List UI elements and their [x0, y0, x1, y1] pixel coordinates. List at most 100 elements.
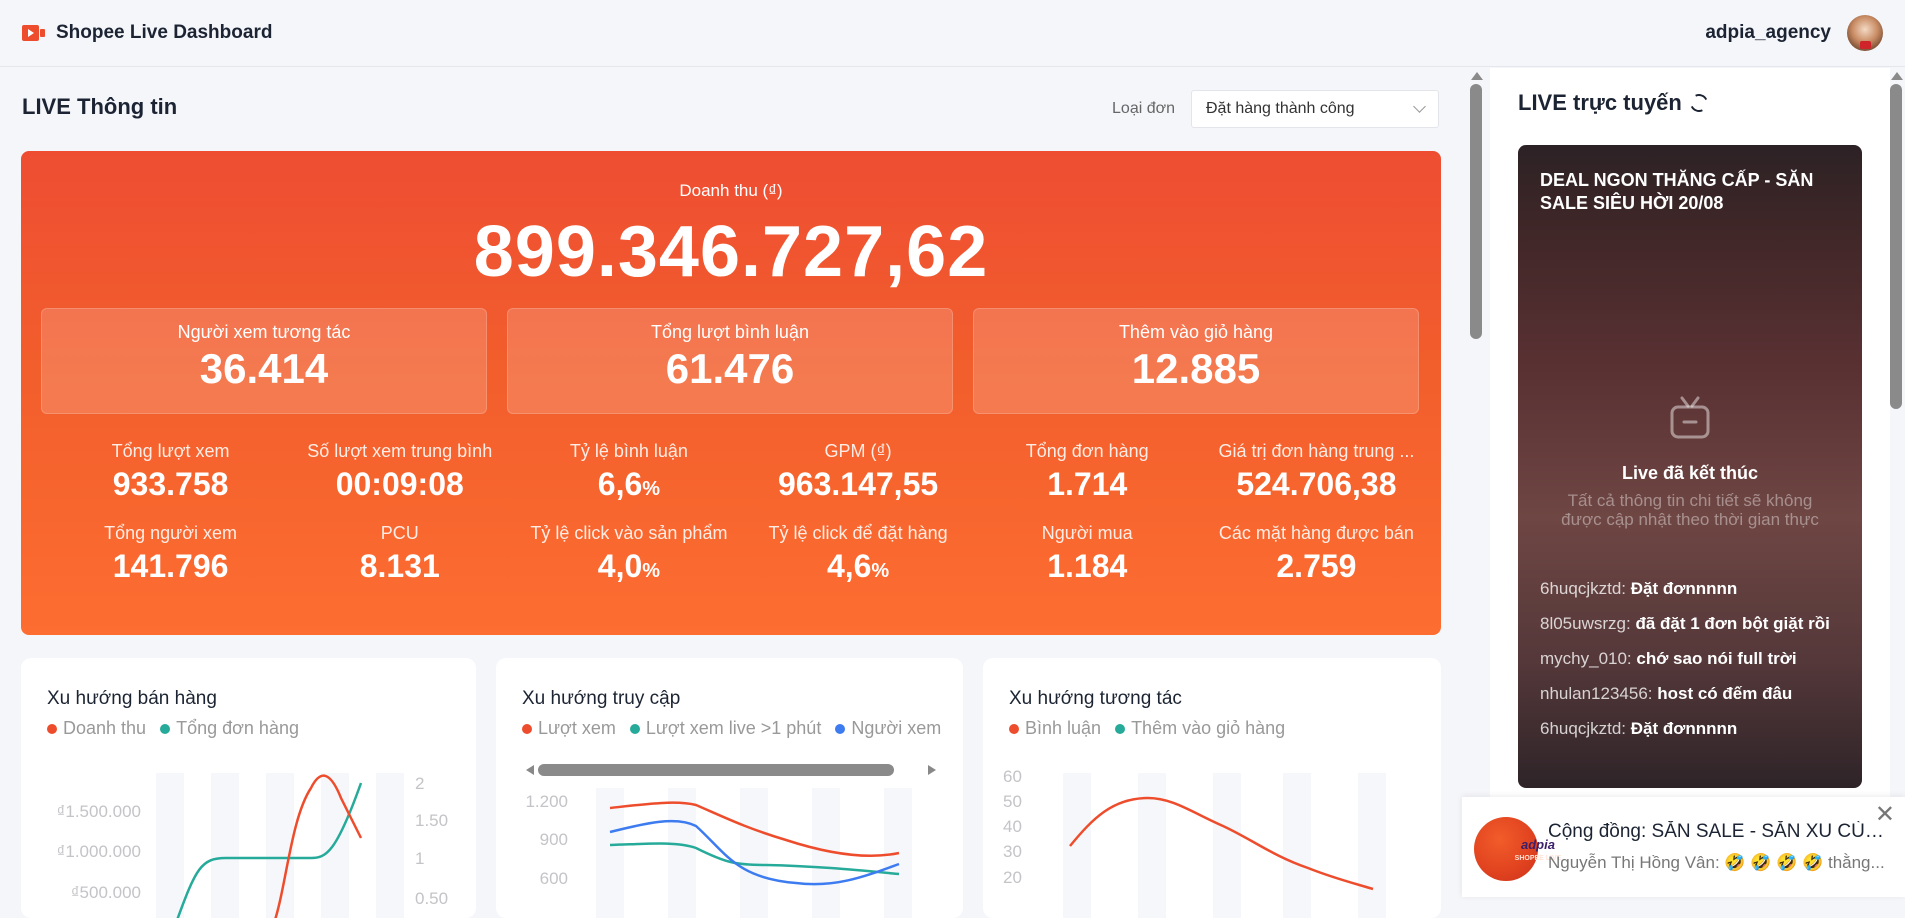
- chart-zoom-slider[interactable]: [526, 764, 936, 776]
- live-headline: DEAL NGON THĂNG CẤP - SĂN SALE SIÊU HỜI …: [1540, 170, 1814, 213]
- slider-thumb: [538, 764, 894, 776]
- traffic-trend-chart[interactable]: 1.200 900 600: [496, 658, 963, 918]
- stat-value: 933.758: [112, 466, 229, 502]
- stat-label: Tỷ lệ click vào sản phẩm: [530, 523, 728, 543]
- legend-item-viewers[interactable]: Người xem: [835, 718, 941, 739]
- avatar[interactable]: [1847, 15, 1883, 51]
- comment-feed: 6huqcjkztd: Đặt đơnnnnn 8l05uwsrzg: đã đ…: [1540, 578, 1845, 753]
- svg-text:1.200: 1.200: [525, 792, 568, 811]
- stat-value: 1.714: [1047, 466, 1128, 502]
- svg-text:50: 50: [1003, 792, 1022, 811]
- stat-item: Tổng lượt xem 933.758: [56, 441, 285, 503]
- scroll-up-arrow-icon[interactable]: [1891, 72, 1903, 80]
- legend-dot-icon: [47, 723, 57, 734]
- stat-item: Tỷ lệ click vào sản phẩm 4,0%: [514, 523, 743, 585]
- refresh-icon[interactable]: [1687, 91, 1711, 115]
- order-type-filter: Loại đơn Đặt hàng thành công: [1112, 90, 1439, 128]
- revenue-label: Doanh thu (₫): [679, 181, 783, 200]
- legend-item-views-1min[interactable]: Lượt xem live >1 phút: [629, 718, 821, 739]
- live-ended-title: Live đã kết thúc: [1621, 463, 1759, 483]
- svg-text:40: 40: [1003, 817, 1022, 836]
- chart-legend: Doanh thu Tổng đơn hàng: [47, 718, 299, 739]
- page-title: LIVE Thông tin: [22, 94, 178, 119]
- kpi-card: Thêm vào giỏ hàng 12.885: [973, 308, 1419, 414]
- chart-title: Xu hướng truy cập: [522, 688, 681, 709]
- legend-item-orders[interactable]: Tổng đơn hàng: [160, 718, 299, 739]
- notification-toast[interactable]: adpia SHOPEE LIVE Cộng đồng: SĂN SALE - …: [1462, 797, 1905, 897]
- close-icon[interactable]: ✕: [1874, 801, 1895, 828]
- stat-item: GPM (₫) 963.147,55: [744, 441, 973, 503]
- slider-right-arrow-icon: [928, 765, 936, 775]
- select-value: Đặt hàng thành công: [1206, 100, 1355, 117]
- legend-item-views[interactable]: Lượt xem: [522, 718, 616, 739]
- brand[interactable]: Shopee Live Dashboard: [22, 22, 272, 44]
- legend-dot-icon: [629, 723, 640, 734]
- top-bar: Shopee Live Dashboard adpia_agency: [0, 0, 1905, 67]
- engagement-trend-chart[interactable]: 60 50 40 30 20: [983, 658, 1441, 918]
- stat-item: Tổng đơn hàng 1.714: [973, 441, 1202, 503]
- stat-label: PCU: [380, 523, 419, 543]
- scrollbar-thumb[interactable]: [1470, 84, 1482, 339]
- svg-text:60: 60: [1003, 767, 1022, 786]
- sidebar-scrollbar[interactable]: [1890, 72, 1904, 412]
- sales-trend-card: Xu hướng bán hàng Doanh thu Tổng đơn hàn…: [21, 658, 476, 918]
- main-scrollbar[interactable]: [1470, 72, 1484, 897]
- user-menu[interactable]: adpia_agency: [1705, 15, 1883, 51]
- stat-label: Tổng đơn hàng: [1025, 441, 1149, 461]
- svg-text:600: 600: [540, 869, 568, 888]
- legend-dot-icon: [522, 723, 532, 734]
- kpi-row: Người xem tương tác 36.414 Tổng lượt bìn…: [41, 308, 1419, 414]
- chart-title: Xu hướng tương tác: [1009, 688, 1182, 709]
- stat-value: 4,0%: [597, 548, 661, 584]
- stat-item: PCU 8.131: [285, 523, 514, 585]
- stat-item: Các mặt hàng được bán 2.759: [1202, 523, 1431, 585]
- live-ended-description: Tất cả thông tin chi tiết sẽ không được …: [1561, 491, 1819, 529]
- revenue-value: 899.346.727,62: [473, 212, 989, 292]
- legend-dot-icon: [160, 723, 171, 734]
- traffic-trend-card: Xu hướng truy cập Lượt xem Lượt xem live…: [496, 658, 963, 918]
- slider-left-arrow-icon: [526, 765, 534, 775]
- app-title: Shopee Live Dashboard: [56, 22, 273, 43]
- live-summary-panel: Doanh thu (₫) 899.346.727,62 Người xem t…: [21, 151, 1441, 635]
- svg-text:30: 30: [1003, 842, 1022, 861]
- svg-text:₫1.500.000: ₫1.500.000: [57, 802, 141, 821]
- sales-trend-chart[interactable]: ₫1.500.000 ₫1.000.000 ₫500.000 2 1.50 1 …: [21, 658, 476, 918]
- stat-item: Tỷ lệ bình luận 6,6%: [514, 441, 743, 503]
- legend-item-revenue[interactable]: Doanh thu: [47, 718, 146, 739]
- stat-label: Giá trị đơn hàng trung ...: [1218, 441, 1415, 461]
- chart-legend: Bình luận Thêm vào giỏ hàng: [1009, 718, 1285, 739]
- kpi-value: 12.885: [1131, 345, 1261, 392]
- legend-dot-icon: [835, 723, 846, 734]
- svg-text:2: 2: [415, 774, 424, 793]
- stat-item: Giá trị đơn hàng trung ... 524.706,38: [1202, 441, 1431, 503]
- stat-value: 524.706,38: [1236, 466, 1397, 502]
- scroll-up-arrow-icon[interactable]: [1471, 72, 1483, 80]
- live-stream-card[interactable]: DEAL NGON THĂNG CẤP - SĂN SALE SIÊU HỜI …: [1518, 145, 1862, 788]
- chevron-down-icon: [1413, 100, 1426, 113]
- sidebar-title: LIVE trực tuyến: [1518, 90, 1711, 116]
- stat-item: Người mua 1.184: [973, 523, 1202, 585]
- legend-item-comments[interactable]: Bình luận: [1009, 718, 1101, 739]
- kpi-value: 36.414: [199, 345, 329, 392]
- kpi-label: Tổng lượt bình luận: [651, 322, 809, 342]
- stat-label: Tổng lượt xem: [111, 441, 230, 461]
- legend-item-add-to-cart[interactable]: Thêm vào giỏ hàng: [1115, 718, 1285, 739]
- notification-message: Nguyễn Thị Hồng Vân: 🤣 🤣 🤣 🤣 thằng...: [1548, 853, 1885, 872]
- comment-item: 6huqcjkztd: Đặt đơnnnnn: [1540, 719, 1738, 738]
- stat-label: Tổng người xem: [104, 523, 238, 543]
- scrollbar-thumb[interactable]: [1890, 84, 1902, 409]
- notification-title: Cộng đồng: SĂN SALE - SĂN XU CÙNG ADPIA: [1548, 821, 1893, 842]
- comment-item: nhulan123456: host có đếm đâu: [1540, 684, 1793, 703]
- username: adpia_agency: [1705, 22, 1831, 43]
- stat-label: Các mặt hàng được bán: [1218, 523, 1414, 543]
- stat-grid: Tổng lượt xem 933.758 Số lượt xem trung b…: [56, 441, 1431, 585]
- svg-text:20: 20: [1003, 868, 1022, 887]
- chart-legend: Lượt xem Lượt xem live >1 phút Người xem: [522, 718, 941, 739]
- order-type-select[interactable]: Đặt hàng thành công: [1191, 90, 1439, 128]
- stat-value: 8.131: [359, 548, 440, 584]
- stat-value: 141.796: [112, 548, 229, 584]
- stat-item: Số lượt xem trung bình 00:09:08: [285, 441, 514, 503]
- stat-label: Tỷ lệ bình luận: [569, 441, 688, 461]
- kpi-value: 61.476: [665, 345, 795, 392]
- comment-item: 8l05uwsrzg: đã đặt 1 đơn bột giặt rồi: [1540, 614, 1830, 633]
